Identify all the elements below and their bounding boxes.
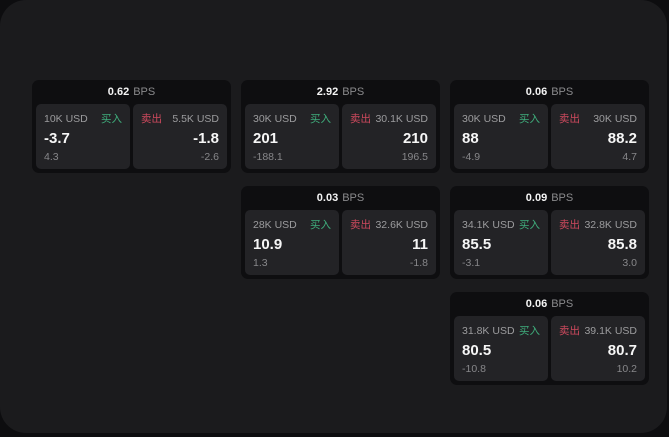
buy-amount: 31.8K USD (462, 324, 515, 337)
buy-price: 80.5 (462, 342, 492, 359)
card-header: 0.06 BPS (454, 80, 645, 104)
buy-tag: 买入 (310, 113, 331, 125)
buy-price: 10.9 (253, 236, 283, 253)
sell-sub-value: -1.8 (409, 257, 428, 269)
sell-amount: 32.8K USD (584, 218, 637, 231)
bps-unit: BPS (342, 86, 365, 98)
sell-tag: 卖出 (559, 113, 580, 125)
buy-sub-value: -3.1 (462, 257, 481, 269)
quote-card-6: 0.06 BPS 31.8K USD 买入 80.5 -10.8 卖出 39.1… (450, 292, 649, 385)
quote-grid: 0.62 BPS 10K USD 买入 -3.7 4.3 卖出 5.5K USD (32, 80, 649, 385)
buy-price: 88 (462, 130, 479, 147)
sell-amount: 39.1K USD (584, 324, 637, 337)
panels: 10K USD 买入 -3.7 4.3 卖出 5.5K USD -1.8 -2.… (36, 104, 227, 169)
panels: 30K USD 买入 201 -188.1 卖出 30.1K USD 210 1… (245, 104, 436, 169)
bps-unit: BPS (551, 192, 574, 204)
sell-sub-value: -2.6 (200, 151, 219, 163)
buy-amount: 28K USD (253, 218, 297, 231)
bps-value: 0.03 (316, 192, 339, 204)
buy-price: -3.7 (44, 130, 70, 147)
sell-price: 88.2 (607, 130, 637, 147)
sell-amount: 30K USD (593, 112, 637, 125)
card-header: 0.06 BPS (454, 292, 645, 316)
bps-value: 0.06 (525, 298, 548, 310)
sell-panel[interactable]: 卖出 5.5K USD -1.8 -2.6 (133, 104, 227, 169)
bps-unit: BPS (551, 86, 574, 98)
card-header: 0.03 BPS (245, 186, 436, 210)
panels: 31.8K USD 买入 80.5 -10.8 卖出 39.1K USD 80.… (454, 316, 645, 381)
bps-value: 0.09 (525, 192, 548, 204)
sell-panel[interactable]: 卖出 39.1K USD 80.7 10.2 (551, 316, 645, 381)
buy-panel[interactable]: 10K USD 买入 -3.7 4.3 (36, 104, 130, 169)
sell-amount: 5.5K USD (172, 112, 219, 125)
sell-price: 11 (412, 236, 428, 253)
buy-sub-value: -4.9 (462, 151, 481, 163)
sell-price: 210 (402, 130, 428, 147)
sell-panel[interactable]: 卖出 32.8K USD 85.8 3.0 (551, 210, 645, 275)
sell-tag: 卖出 (559, 219, 580, 231)
sell-price: 80.7 (607, 342, 637, 359)
sell-amount: 32.6K USD (375, 218, 428, 231)
buy-price: 201 (253, 130, 279, 147)
quote-card-5: 0.09 BPS 34.1K USD 买入 85.5 -3.1 卖出 32.8K… (450, 186, 649, 279)
buy-amount: 10K USD (44, 112, 88, 125)
sell-panel[interactable]: 卖出 30.1K USD 210 196.5 (342, 104, 436, 169)
bps-value: 2.92 (316, 86, 339, 98)
bps-unit: BPS (551, 298, 574, 310)
buy-sub-value: -188.1 (253, 151, 283, 163)
card-header: 0.09 BPS (454, 186, 645, 210)
sell-tag: 卖出 (350, 219, 371, 231)
quote-card-2: 2.92 BPS 30K USD 买入 201 -188.1 卖出 30.1K … (241, 80, 440, 173)
bps-unit: BPS (133, 86, 156, 98)
sell-sub-value: 196.5 (401, 151, 428, 163)
buy-tag: 买入 (101, 113, 122, 125)
buy-panel[interactable]: 34.1K USD 买入 85.5 -3.1 (454, 210, 548, 275)
sell-price: -1.8 (193, 130, 219, 147)
buy-tag: 买入 (519, 113, 540, 125)
buy-tag: 买入 (519, 325, 540, 337)
sell-sub-value: 10.2 (616, 363, 637, 375)
card-header: 2.92 BPS (245, 80, 436, 104)
buy-panel[interactable]: 31.8K USD 买入 80.5 -10.8 (454, 316, 548, 381)
panels: 34.1K USD 买入 85.5 -3.1 卖出 32.8K USD 85.8… (454, 210, 645, 275)
sell-tag: 卖出 (350, 113, 371, 125)
sell-price: 85.8 (607, 236, 637, 253)
buy-amount: 30K USD (253, 112, 297, 125)
buy-panel[interactable]: 30K USD 买入 88 -4.9 (454, 104, 548, 169)
buy-tag: 买入 (519, 219, 540, 231)
quote-card-3: 0.06 BPS 30K USD 买入 88 -4.9 卖出 30K USD (450, 80, 649, 173)
sell-tag: 卖出 (141, 113, 162, 125)
sell-amount: 30.1K USD (375, 112, 428, 125)
buy-price: 85.5 (462, 236, 492, 253)
bps-value: 0.06 (525, 86, 548, 98)
sell-panel[interactable]: 卖出 30K USD 88.2 4.7 (551, 104, 645, 169)
sell-tag: 卖出 (559, 325, 580, 337)
sell-sub-value: 3.0 (622, 257, 637, 269)
quote-card-4: 0.03 BPS 28K USD 买入 10.9 1.3 卖出 32.6K US… (241, 186, 440, 279)
buy-panel[interactable]: 28K USD 买入 10.9 1.3 (245, 210, 339, 275)
buy-amount: 34.1K USD (462, 218, 515, 231)
panels: 28K USD 买入 10.9 1.3 卖出 32.6K USD 11 -1.8 (245, 210, 436, 275)
buy-tag: 买入 (310, 219, 331, 231)
bps-unit: BPS (342, 192, 365, 204)
quote-card-1: 0.62 BPS 10K USD 买入 -3.7 4.3 卖出 5.5K USD (32, 80, 231, 173)
card-header: 0.62 BPS (36, 80, 227, 104)
sell-sub-value: 4.7 (622, 151, 637, 163)
buy-sub-value: -10.8 (462, 363, 486, 375)
buy-amount: 30K USD (462, 112, 506, 125)
sell-panel[interactable]: 卖出 32.6K USD 11 -1.8 (342, 210, 436, 275)
panels: 30K USD 买入 88 -4.9 卖出 30K USD 88.2 4.7 (454, 104, 645, 169)
buy-sub-value: 4.3 (44, 151, 59, 163)
bps-value: 0.62 (107, 86, 130, 98)
buy-panel[interactable]: 30K USD 买入 201 -188.1 (245, 104, 339, 169)
buy-sub-value: 1.3 (253, 257, 268, 269)
